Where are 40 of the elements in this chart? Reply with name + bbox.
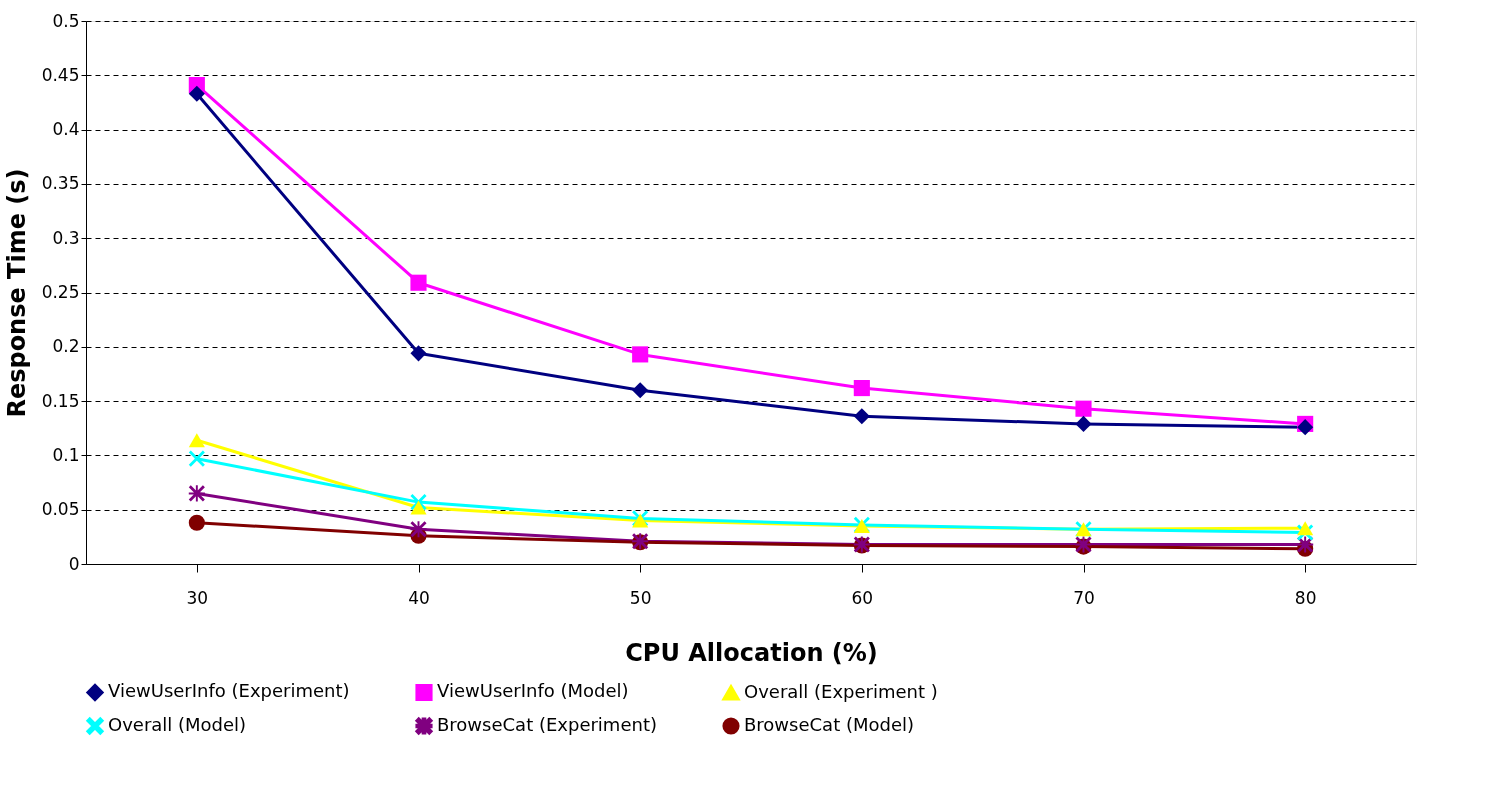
y-tick-label: 0.15 [41,390,80,411]
legend-label: BrowseCat (Model) [744,714,915,735]
point [188,433,205,448]
x-tick-label: 60 [851,587,874,608]
y-tick-label: 0.05 [41,499,80,520]
point [188,514,205,531]
y-tick-label: 0.25 [41,282,80,302]
point [1297,419,1314,436]
x-tick-label: 40 [408,587,430,608]
y-tick-label: 0.5 [52,10,80,31]
point [188,450,205,467]
y-tick-label: 0.3 [52,227,80,248]
point [853,380,870,397]
legend-label: BrowseCat (Experiment) [437,714,657,735]
y-axis-title: Response Time (s) [2,168,31,418]
x-tick-label: 50 [629,587,652,608]
legend-label: Overall (Model) [108,714,247,735]
y-tick-label: 0.1 [52,444,80,465]
point [1075,415,1092,432]
legend-label: Overall (Experiment ) [744,680,938,702]
legend-label: ViewUserInfo (Experiment) [108,680,350,702]
point [410,274,427,291]
point [632,346,649,363]
point [632,382,649,399]
point [1075,400,1092,417]
point [1297,521,1314,536]
y-tick-label: 0.2 [52,336,80,357]
y-tick-label: 0.45 [41,64,80,85]
point [410,500,427,515]
y-tick-label: 0.4 [52,119,80,140]
y-tick-label: 0 [68,553,80,574]
point [188,85,205,102]
x-tick-label: 80 [1294,587,1317,608]
y-tick-label: 0.35 [41,173,80,194]
legend-label: ViewUserInfo (Model) [437,680,629,702]
x-tick-label: 70 [1073,587,1095,608]
point [853,408,870,425]
x-axis-title: CPU Allocation (%) [625,638,878,667]
point [410,345,427,362]
x-tick-label: 30 [186,587,209,608]
